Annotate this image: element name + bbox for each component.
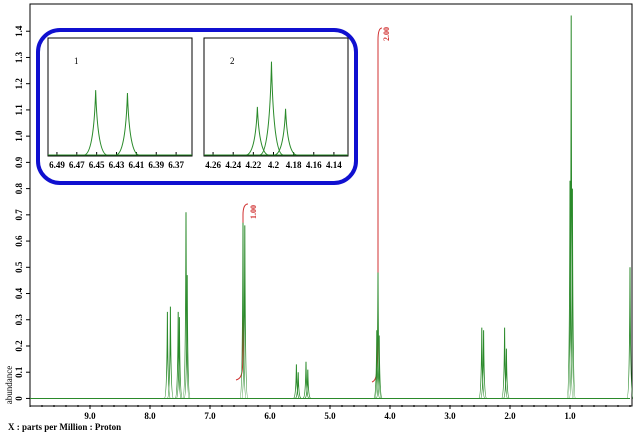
x-tick-label: 6.0 xyxy=(264,411,276,421)
peak xyxy=(294,372,302,399)
inset-x-tick-label: 6.45 xyxy=(89,160,105,170)
y-tick-label: 0.8 xyxy=(14,182,24,194)
x-tick-label: 5.0 xyxy=(324,411,336,421)
y-tick-label: 0.7 xyxy=(14,209,24,221)
plot-frame xyxy=(29,3,633,407)
peak xyxy=(174,311,182,399)
peak xyxy=(480,330,488,399)
inset-label: 1 xyxy=(74,56,79,66)
x-tick-label: 9.0 xyxy=(84,411,96,421)
inset-peak xyxy=(259,61,284,156)
x-tick-label: 8.0 xyxy=(144,411,156,421)
inset-x-tick-label: 4.18 xyxy=(286,160,302,170)
inset-x-tick-label: 4.16 xyxy=(306,160,322,170)
inset-highlight xyxy=(36,28,358,185)
y-tick-label: 1.1 xyxy=(14,104,24,116)
peak xyxy=(304,369,312,399)
peak xyxy=(567,15,575,399)
y-tick-label: 1.2 xyxy=(14,78,24,90)
inset-frame xyxy=(47,37,193,157)
inset-x-tick-label: 6.47 xyxy=(69,160,85,170)
peak xyxy=(239,222,247,399)
peak xyxy=(478,327,486,399)
x-tick-label: 7.0 xyxy=(204,411,216,421)
inset-x-tick-label: 6.39 xyxy=(148,160,164,170)
peak xyxy=(373,330,381,399)
peak xyxy=(626,267,634,399)
peak xyxy=(374,272,382,399)
x-tick-label: 2.0 xyxy=(504,411,516,421)
x-tick-label: 1.0 xyxy=(564,411,576,421)
peak xyxy=(166,306,174,399)
inset-peak xyxy=(115,93,140,156)
peak xyxy=(501,327,509,399)
inset-x-tick-label: 6.49 xyxy=(49,160,65,170)
y-tick-label: 0 xyxy=(14,396,24,401)
inset-x-tick-label: 4.26 xyxy=(205,160,221,170)
y-tick-label: 0.6 xyxy=(14,235,24,247)
y-tick-label: 0.5 xyxy=(14,261,24,273)
integral-label: 1.00 xyxy=(249,205,258,219)
y-tick-label: 0.9 xyxy=(14,156,24,168)
inset-x-tick-label: 6.43 xyxy=(109,160,125,170)
y-axis-label: abundance xyxy=(4,366,14,404)
peak xyxy=(175,317,183,399)
inset-peak xyxy=(83,90,108,156)
y-tick-label: 1.3 xyxy=(14,51,24,63)
peak xyxy=(241,225,249,399)
x-axis-label: X : parts per Million : Proton xyxy=(8,422,121,432)
peak xyxy=(566,180,574,399)
peak xyxy=(183,275,191,399)
y-tick-label: 0.3 xyxy=(14,314,24,326)
y-tick-label: 1.0 xyxy=(14,130,24,142)
inset-x-tick-label: 4.24 xyxy=(225,160,241,170)
integral-label: 2.00 xyxy=(382,27,391,41)
inset-x-tick-label: 4.2 xyxy=(268,160,280,170)
inset-peak xyxy=(245,106,270,156)
inset-peak xyxy=(273,108,298,156)
inset-x-tick-label: 4.22 xyxy=(245,160,261,170)
peak xyxy=(502,348,510,399)
y-tick-label: 0.4 xyxy=(14,287,24,299)
integral-curve xyxy=(371,27,383,383)
peak xyxy=(302,361,310,399)
peak xyxy=(375,335,383,399)
peak xyxy=(568,188,576,399)
peak xyxy=(182,212,190,399)
inset-x-tick-label: 4.14 xyxy=(326,160,342,170)
y-tick-label: 1.4 xyxy=(14,25,24,37)
inset-x-tick-label: 6.41 xyxy=(129,160,145,170)
peak xyxy=(292,364,300,399)
peak xyxy=(163,311,171,399)
y-tick-label: 0.1 xyxy=(14,366,24,378)
inset-label: 2 xyxy=(230,56,235,66)
x-tick-label: 4.0 xyxy=(384,411,396,421)
inset-x-tick-label: 6.37 xyxy=(168,160,184,170)
x-tick-label: 3.0 xyxy=(444,411,456,421)
y-tick-label: 0.2 xyxy=(14,340,24,352)
